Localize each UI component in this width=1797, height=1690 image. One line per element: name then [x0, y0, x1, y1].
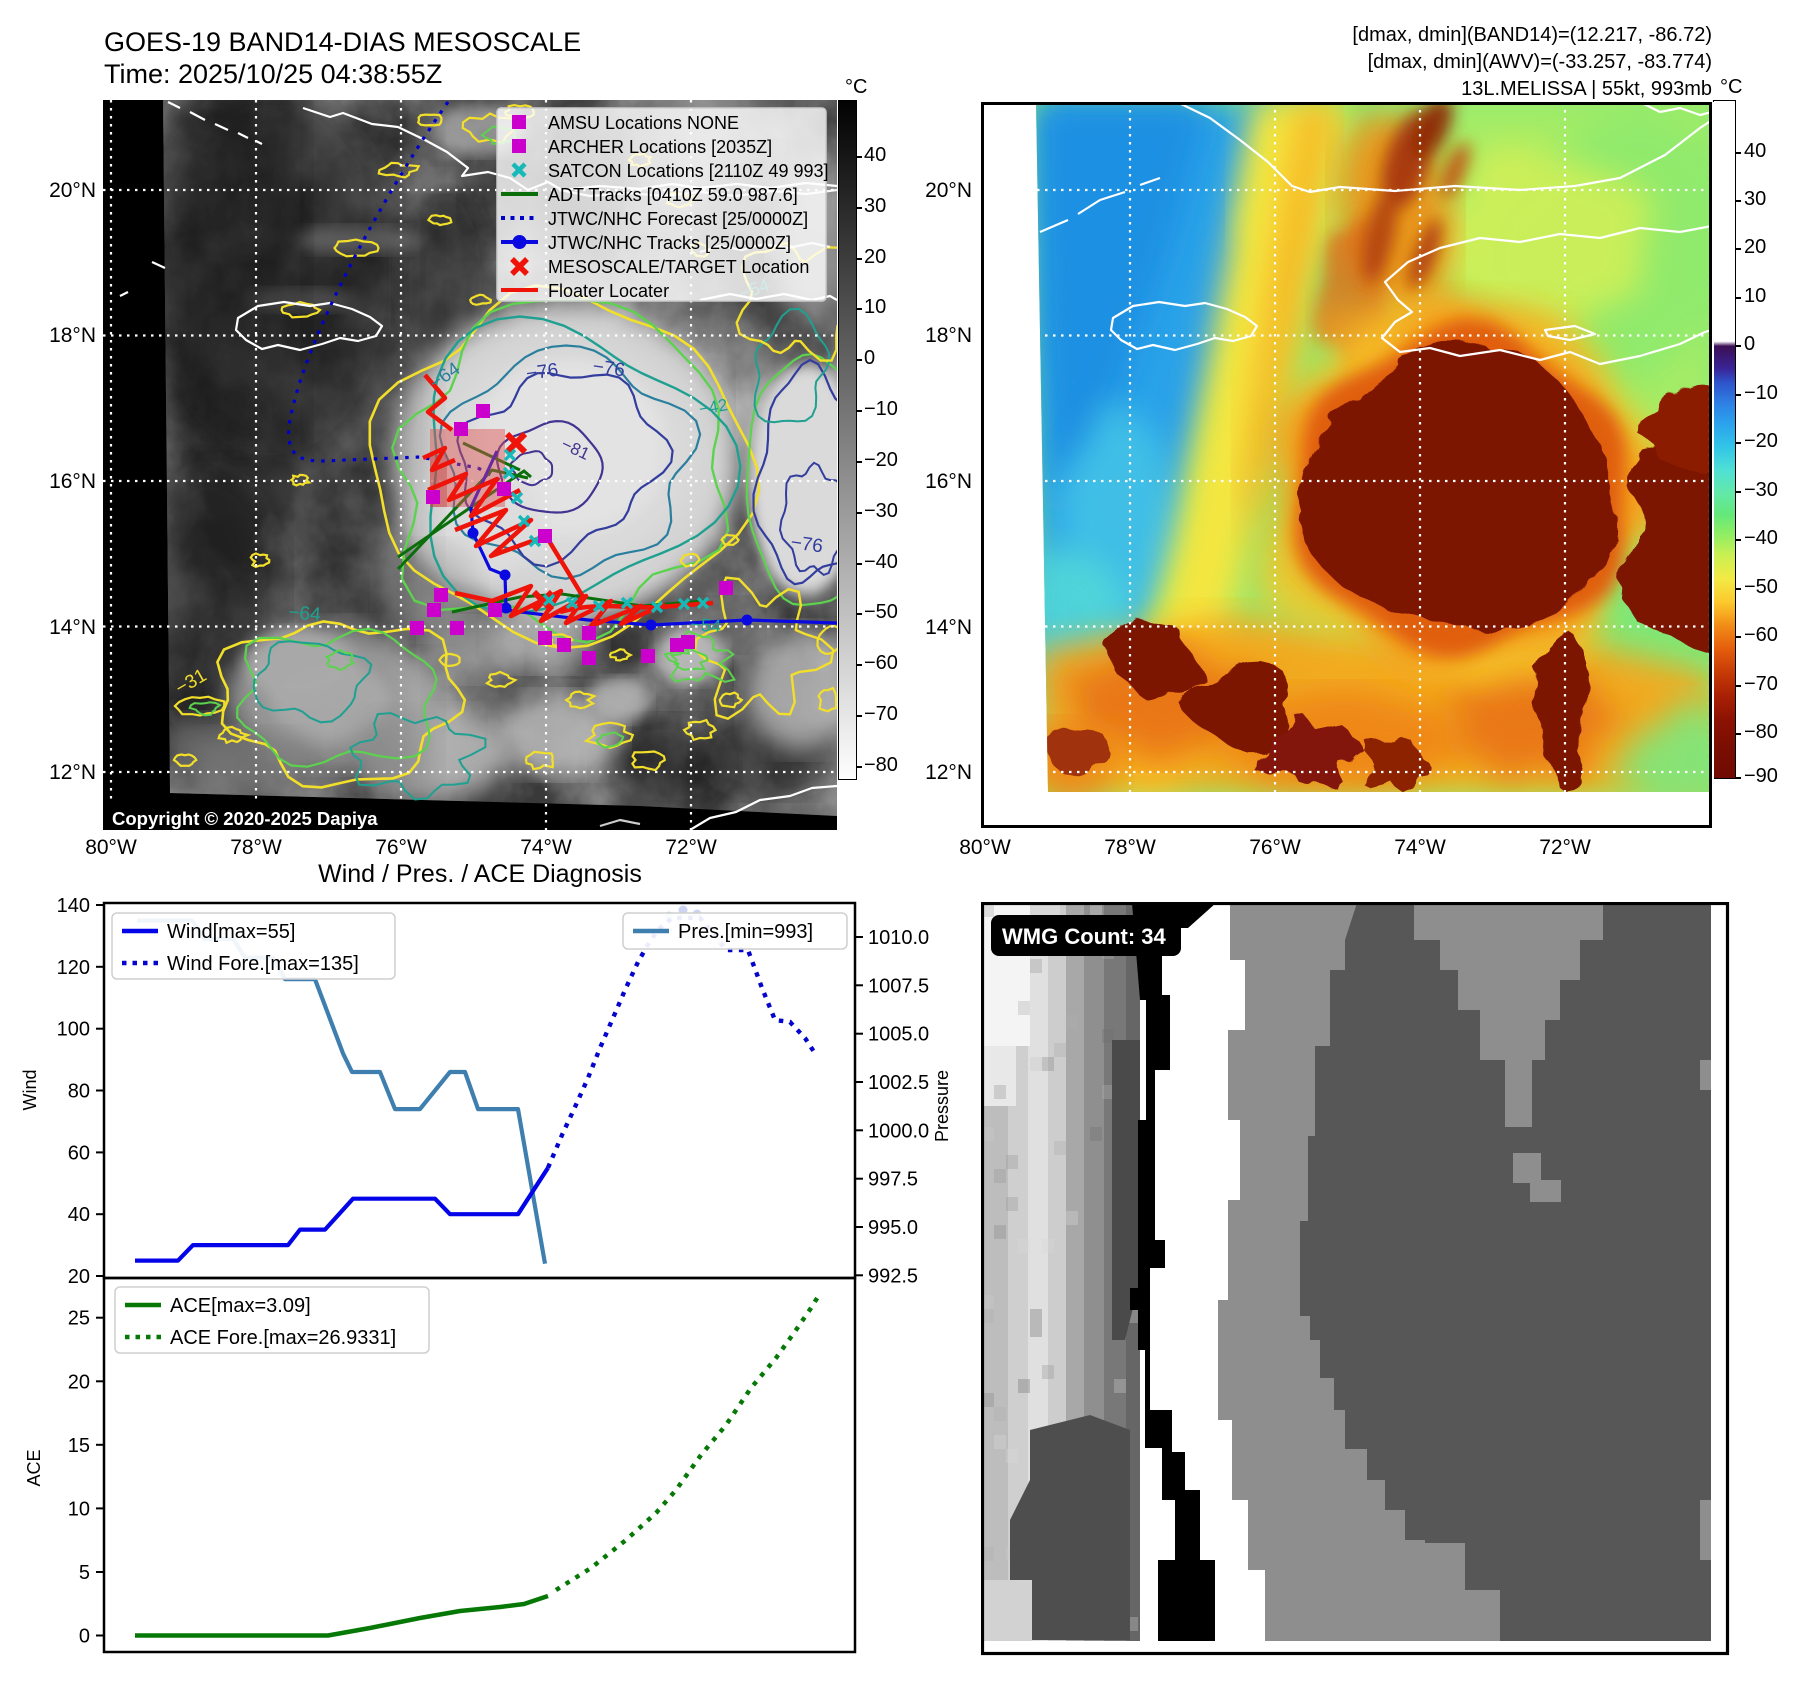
svg-text:15: 15	[68, 1435, 90, 1457]
svg-text:Pres.[min=993]: Pres.[min=993]	[678, 921, 813, 943]
svg-text:0: 0	[79, 1626, 90, 1648]
svg-text:992.5: 992.5	[868, 1265, 918, 1287]
svg-text:AMSU Locations NONE: AMSU Locations NONE	[548, 113, 739, 133]
svg-text:1007.5: 1007.5	[868, 975, 929, 997]
svg-text:120: 120	[57, 957, 90, 979]
svg-text:997.5: 997.5	[868, 1169, 918, 1191]
svg-text:20: 20	[68, 1371, 90, 1393]
svg-text:1002.5: 1002.5	[868, 1072, 929, 1094]
svg-text:995.0: 995.0	[868, 1217, 918, 1239]
svg-text:−42: −42	[697, 395, 729, 419]
svg-text:−76: −76	[525, 360, 560, 385]
svg-text:−64: −64	[288, 602, 322, 626]
svg-text:Wind Fore.[max=135]: Wind Fore.[max=135]	[167, 953, 359, 975]
svg-text:Floater Locater: Floater Locater	[548, 281, 669, 301]
svg-text:MESOSCALE/TARGET Location: MESOSCALE/TARGET Location	[548, 257, 809, 277]
svg-text:100: 100	[57, 1019, 90, 1041]
svg-text:Pressure: Pressure	[932, 1070, 952, 1142]
svg-text:40: 40	[68, 1204, 90, 1226]
svg-text:60: 60	[68, 1142, 90, 1164]
svg-text:20: 20	[68, 1266, 90, 1288]
svg-text:1005.0: 1005.0	[868, 1024, 929, 1046]
svg-text:5: 5	[79, 1562, 90, 1584]
svg-text:Wind: Wind	[20, 1069, 40, 1110]
svg-text:140: 140	[57, 895, 90, 917]
svg-text:80: 80	[68, 1081, 90, 1103]
svg-text:25: 25	[68, 1308, 90, 1330]
svg-text:ACE: ACE	[24, 1449, 44, 1486]
svg-text:10: 10	[68, 1498, 90, 1520]
svg-text:WMG Count: 34: WMG Count: 34	[1002, 924, 1167, 949]
svg-text:−76: −76	[789, 532, 824, 557]
svg-text:1010.0: 1010.0	[868, 927, 929, 949]
svg-text:ACE Fore.[max=26.9331]: ACE Fore.[max=26.9331]	[170, 1327, 396, 1349]
svg-text:Wind[max=55]: Wind[max=55]	[167, 921, 295, 943]
svg-text:JTWC/NHC Forecast [25/0000Z]: JTWC/NHC Forecast [25/0000Z]	[548, 209, 808, 229]
svg-text:−76: −76	[591, 356, 626, 381]
svg-text:JTWC/NHC Tracks [25/0000Z]: JTWC/NHC Tracks [25/0000Z]	[548, 233, 791, 253]
svg-text:SATCON Locations [2110Z 49 993: SATCON Locations [2110Z 49 993]	[548, 161, 829, 181]
svg-text:ARCHER Locations [2035Z]: ARCHER Locations [2035Z]	[548, 137, 772, 157]
svg-text:ACE[max=3.09]: ACE[max=3.09]	[170, 1295, 311, 1317]
svg-text:−54: −54	[690, 614, 722, 637]
svg-text:ADT Tracks [0410Z 59.0 987.6]: ADT Tracks [0410Z 59.0 987.6]	[548, 185, 798, 205]
svg-text:Copyright © 2020-2025 Dapiya: Copyright © 2020-2025 Dapiya	[112, 808, 378, 829]
svg-text:1000.0: 1000.0	[868, 1120, 929, 1142]
